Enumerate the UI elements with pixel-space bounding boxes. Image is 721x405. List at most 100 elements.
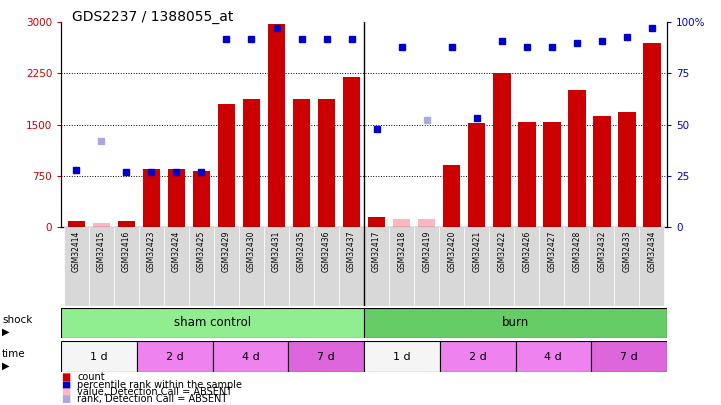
FancyBboxPatch shape [389,227,414,306]
Text: GSM32418: GSM32418 [397,231,406,272]
Text: time: time [2,349,26,358]
Text: GSM32415: GSM32415 [97,231,106,272]
Text: GSM32424: GSM32424 [172,231,181,272]
Text: GSM32431: GSM32431 [272,231,281,272]
Text: 4 d: 4 d [242,352,260,362]
FancyBboxPatch shape [264,227,289,306]
Text: GSM32434: GSM32434 [647,231,656,272]
Text: GSM32430: GSM32430 [247,231,256,272]
FancyBboxPatch shape [516,341,591,372]
Bar [618,112,636,227]
Bar [218,104,235,227]
Text: GSM32421: GSM32421 [472,231,481,272]
Bar [118,222,135,227]
Bar [193,171,211,227]
FancyBboxPatch shape [440,341,516,372]
Bar [593,116,611,227]
FancyBboxPatch shape [164,227,189,306]
Text: GSM32429: GSM32429 [222,231,231,272]
Text: GSM32420: GSM32420 [447,231,456,272]
Bar [342,77,360,227]
Text: GSM32417: GSM32417 [372,231,381,272]
Bar [518,122,536,227]
Bar [92,224,110,227]
FancyBboxPatch shape [139,227,164,306]
Text: ■: ■ [61,373,71,382]
Bar [318,99,335,227]
Text: GSM32425: GSM32425 [197,231,206,272]
Text: GSM32426: GSM32426 [522,231,531,272]
Bar [643,43,660,227]
Text: sham control: sham control [174,316,251,330]
FancyBboxPatch shape [364,341,440,372]
Bar [243,99,260,227]
Bar [143,169,160,227]
Text: 1 d: 1 d [393,352,411,362]
Text: 4 d: 4 d [544,352,562,362]
FancyBboxPatch shape [213,341,288,372]
FancyBboxPatch shape [89,227,114,306]
FancyBboxPatch shape [239,227,264,306]
Text: ■: ■ [61,387,71,397]
Bar [568,90,585,227]
FancyBboxPatch shape [614,227,640,306]
Text: GDS2237 / 1388055_at: GDS2237 / 1388055_at [72,10,234,24]
FancyBboxPatch shape [137,341,213,372]
FancyBboxPatch shape [63,227,89,306]
Text: count: count [77,373,105,382]
FancyBboxPatch shape [464,227,490,306]
Bar [493,73,510,227]
Bar [418,219,435,227]
Bar [543,122,560,227]
FancyBboxPatch shape [314,227,339,306]
Text: GSM32416: GSM32416 [122,231,131,272]
Bar [267,23,286,227]
FancyBboxPatch shape [114,227,139,306]
Text: GSM32419: GSM32419 [423,231,431,272]
Bar [443,165,461,227]
FancyBboxPatch shape [288,341,364,372]
FancyBboxPatch shape [61,341,137,372]
Text: ■: ■ [61,380,71,390]
Bar [168,169,185,227]
FancyBboxPatch shape [189,227,214,306]
FancyBboxPatch shape [339,227,364,306]
Text: GSM32435: GSM32435 [297,231,306,272]
FancyBboxPatch shape [640,227,665,306]
Text: rank, Detection Call = ABSENT: rank, Detection Call = ABSENT [77,394,227,404]
FancyBboxPatch shape [439,227,464,306]
FancyBboxPatch shape [61,308,364,338]
FancyBboxPatch shape [414,227,439,306]
Bar [393,219,410,227]
Text: 7 d: 7 d [620,352,638,362]
Text: GSM32437: GSM32437 [347,231,356,272]
Text: GSM32433: GSM32433 [622,231,632,272]
Text: percentile rank within the sample: percentile rank within the sample [77,380,242,390]
Bar [68,222,85,227]
FancyBboxPatch shape [490,227,514,306]
FancyBboxPatch shape [364,308,667,338]
Text: ▶: ▶ [2,327,9,337]
FancyBboxPatch shape [565,227,589,306]
FancyBboxPatch shape [591,341,667,372]
Text: 1 d: 1 d [90,352,108,362]
Text: GSM32422: GSM32422 [497,231,506,272]
FancyBboxPatch shape [364,227,389,306]
Bar [368,217,386,227]
Bar [468,123,485,227]
Text: GSM32423: GSM32423 [147,231,156,272]
Bar [293,99,310,227]
Text: GSM32428: GSM32428 [572,231,581,272]
Text: GSM32414: GSM32414 [72,231,81,272]
FancyBboxPatch shape [514,227,539,306]
Text: 2 d: 2 d [166,352,184,362]
FancyBboxPatch shape [539,227,565,306]
Text: ▶: ▶ [2,361,9,371]
Text: 2 d: 2 d [469,352,487,362]
Text: burn: burn [502,316,529,330]
FancyBboxPatch shape [589,227,614,306]
Text: GSM32436: GSM32436 [322,231,331,272]
Text: ■: ■ [61,394,71,404]
Text: 7 d: 7 d [317,352,335,362]
Text: GSM32432: GSM32432 [598,231,606,272]
